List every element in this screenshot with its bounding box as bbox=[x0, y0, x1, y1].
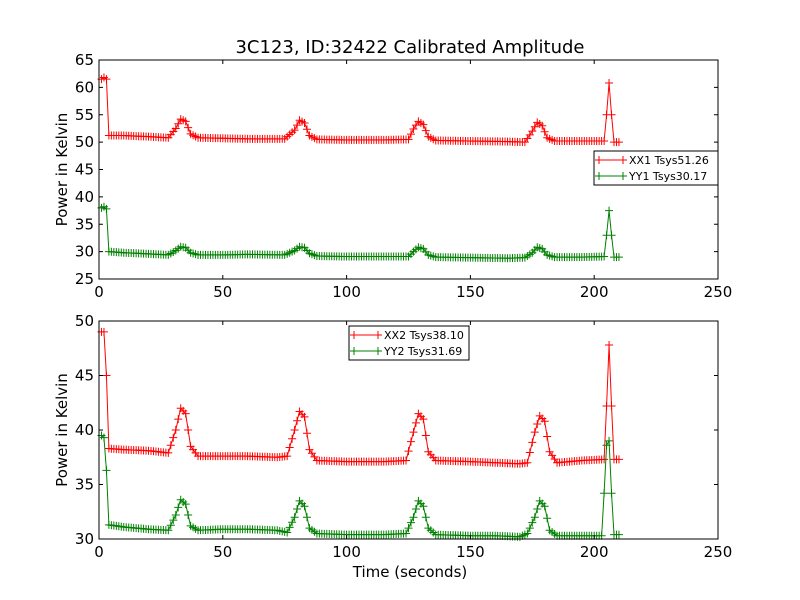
x-axis-label: Time (seconds) bbox=[352, 563, 468, 581]
legend-entry-xx2: XX2 Tsys38.10 bbox=[350, 329, 464, 342]
series-line-0-0 bbox=[101, 76, 619, 143]
y-tick-label-0-0: 25 bbox=[75, 270, 94, 288]
bottom-plot-marks bbox=[97, 327, 623, 541]
top-panel: 0 50 100 150 200 250 25 30 35 40 45 50 55 60 65 Power … bbox=[53, 51, 732, 301]
x-tick-label-1-1: 50 bbox=[213, 543, 232, 561]
y-tick-label-1-1: 35 bbox=[75, 476, 94, 494]
y-tick-label-0-7: 60 bbox=[75, 78, 94, 96]
y-tick-label-0-1: 30 bbox=[75, 243, 94, 261]
bottom-legend: XX2 Tsys38.10 YY2 Tsys31.69 bbox=[348, 325, 470, 361]
legend-label-yy1: YY1 Tsys30.17 bbox=[628, 170, 707, 183]
legend-marker-yy2 bbox=[350, 347, 382, 355]
y-tick-label-1-2: 40 bbox=[75, 421, 94, 439]
legend-label-xx1: XX1 Tsys51.26 bbox=[629, 154, 709, 167]
y-tick-label-0-2: 35 bbox=[75, 215, 94, 233]
legend-entry-xx1: XX1 Tsys51.26 bbox=[595, 154, 709, 167]
x-tick-label-1-0: 0 bbox=[94, 543, 104, 561]
series-0-0 bbox=[97, 73, 623, 147]
y-tick-label-1-4: 50 bbox=[75, 312, 94, 330]
series-markers-0-0 bbox=[97, 73, 623, 147]
bottom-panel: 0 50 100 150 200 250 30 35 40 45 50 Power in Kelvi… bbox=[53, 312, 732, 561]
legend-marker-yy1 bbox=[595, 172, 627, 180]
y-tick-label-0-6: 55 bbox=[75, 106, 94, 124]
top-plot-marks bbox=[97, 73, 623, 263]
y-tick-label-0-5: 50 bbox=[75, 133, 94, 151]
x-tick-label-1-5: 250 bbox=[704, 543, 733, 561]
x-tick-label-0-2: 100 bbox=[332, 283, 361, 301]
legend-entry-yy2: YY2 Tsys31.69 bbox=[350, 345, 462, 358]
bottom-ticks: 0 50 100 150 200 250 30 35 40 45 50 bbox=[75, 312, 732, 561]
legend-marker-xx1 bbox=[595, 156, 627, 164]
top-legend-box bbox=[593, 150, 719, 186]
x-tick-label-0-5: 250 bbox=[704, 283, 733, 301]
legend-marker-xx2 bbox=[350, 331, 382, 339]
series-markers-1-0 bbox=[97, 327, 623, 468]
y-tick-label-0-8: 65 bbox=[75, 51, 94, 69]
series-1-0 bbox=[97, 327, 623, 468]
x-tick-label-0-4: 200 bbox=[580, 283, 609, 301]
y-tick-label-0-4: 45 bbox=[75, 161, 94, 179]
series-0-1 bbox=[97, 202, 623, 263]
legend-label-yy2: YY2 Tsys31.69 bbox=[383, 345, 462, 358]
x-tick-label-1-3: 150 bbox=[456, 543, 485, 561]
legend-entry-yy1: YY1 Tsys30.17 bbox=[595, 170, 707, 183]
y-tick-label-1-0: 30 bbox=[75, 530, 94, 548]
legend-label-xx2: XX2 Tsys38.10 bbox=[384, 329, 464, 342]
series-markers-0-1 bbox=[97, 202, 623, 263]
bottom-y-axis-label: Power in Kelvin bbox=[53, 373, 71, 487]
chart-title: 3C123, ID:32422 Calibrated Amplitude bbox=[235, 37, 584, 58]
x-tick-label-1-2: 100 bbox=[332, 543, 361, 561]
series-markers-1-1 bbox=[97, 431, 623, 541]
series-1-1 bbox=[97, 431, 623, 541]
bottom-legend-box bbox=[348, 325, 470, 361]
x-tick-label-0-1: 50 bbox=[213, 283, 232, 301]
top-legend: XX1 Tsys51.26 YY1 Tsys30.17 bbox=[593, 150, 719, 186]
top-ticks: 0 50 100 150 200 250 25 30 35 40 45 50 55 60 65 bbox=[75, 51, 732, 301]
y-tick-label-1-3: 45 bbox=[75, 367, 94, 385]
x-tick-label-1-4: 200 bbox=[580, 543, 609, 561]
y-tick-label-0-3: 40 bbox=[75, 188, 94, 206]
x-tick-label-0-3: 150 bbox=[456, 283, 485, 301]
series-line-1-1 bbox=[101, 435, 619, 538]
top-y-axis-label: Power in Kelvin bbox=[53, 113, 71, 227]
x-tick-label-0-0: 0 bbox=[94, 283, 104, 301]
